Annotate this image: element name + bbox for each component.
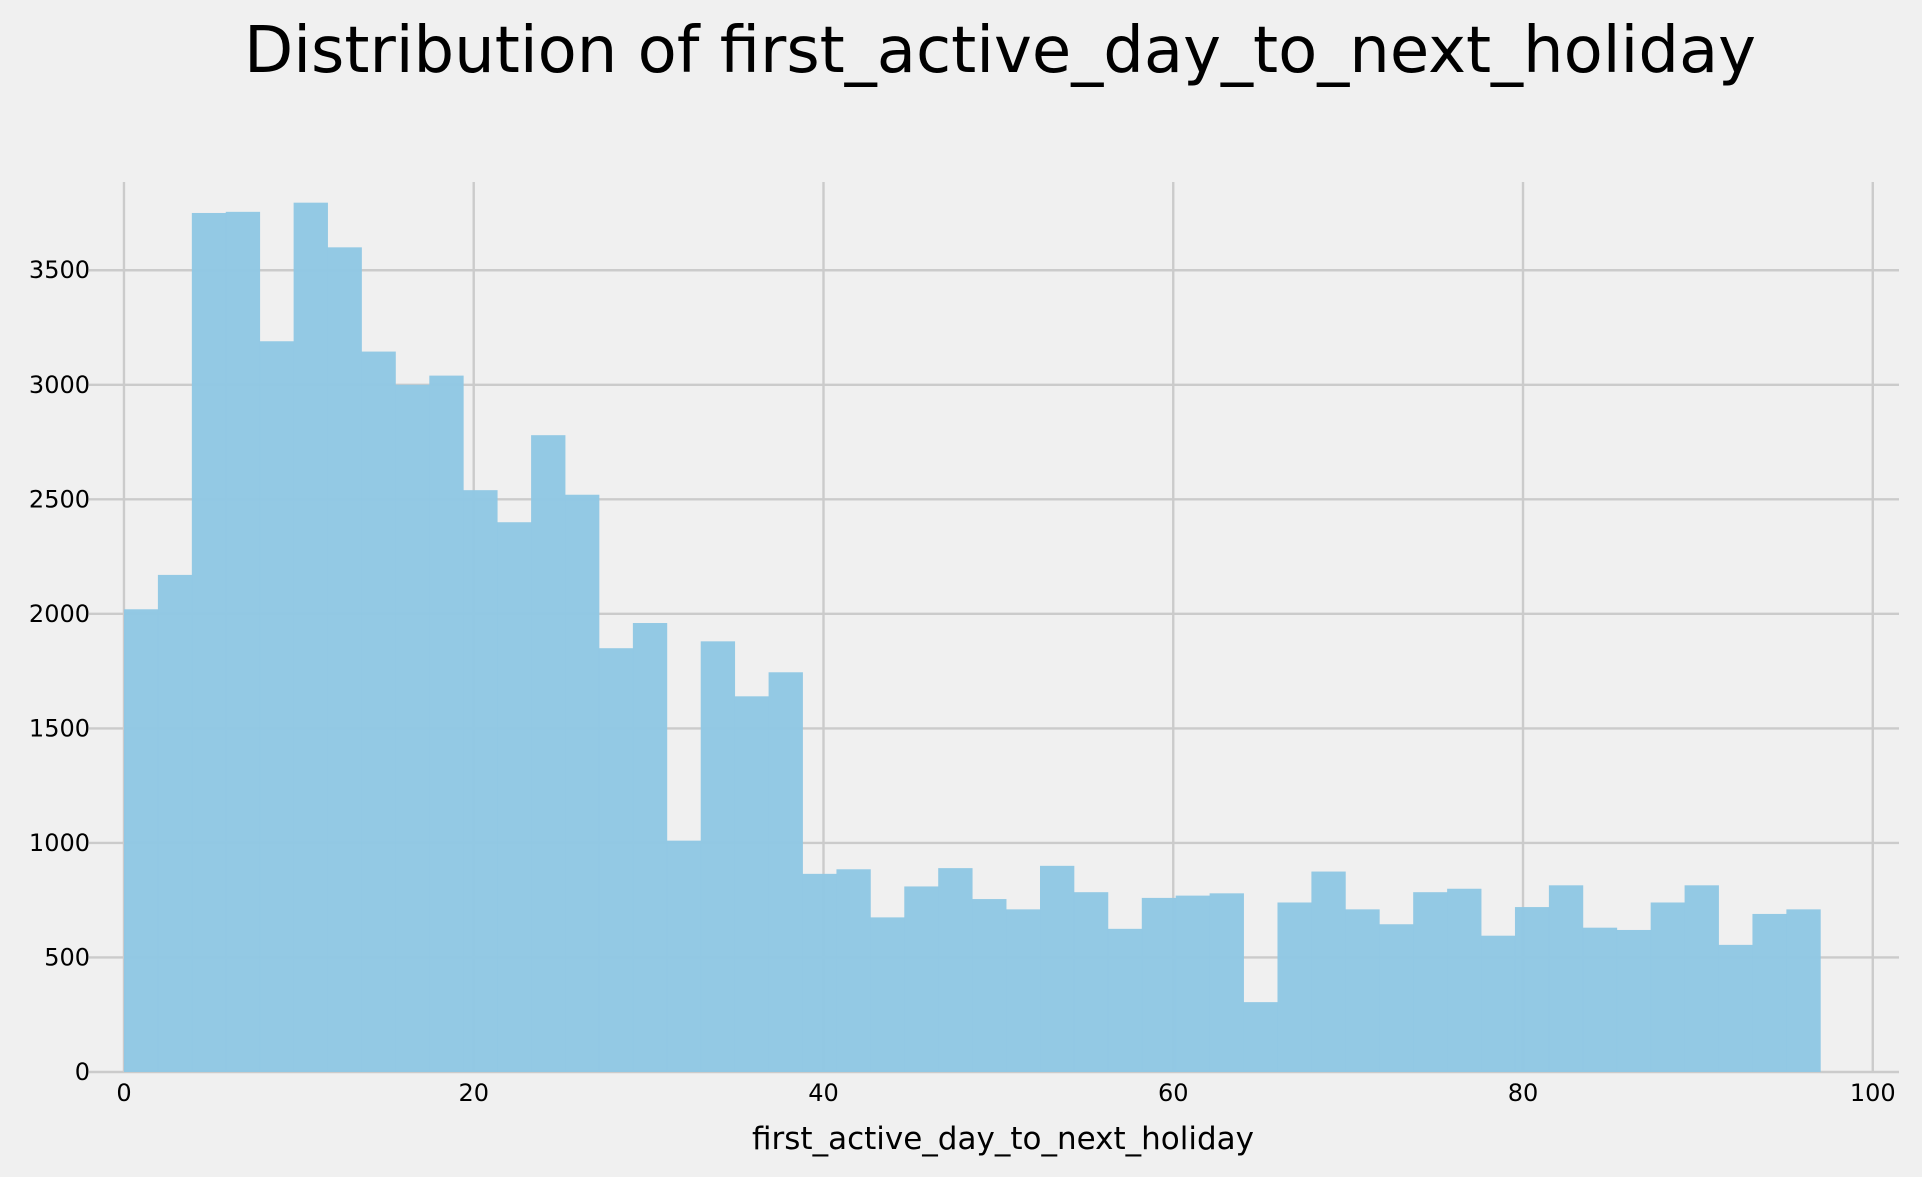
x-tick-label: 60 <box>1158 1079 1189 1107</box>
histogram-bar <box>1616 929 1652 1072</box>
histogram-bar <box>734 696 769 1072</box>
histogram-bar <box>1039 865 1075 1072</box>
histogram-bar <box>1718 944 1753 1072</box>
y-tick-label: 1000 <box>29 829 90 857</box>
chart-title: Distribution of first_active_day_to_next… <box>244 14 1756 88</box>
histogram-bar <box>904 886 939 1072</box>
histogram-bar <box>1481 935 1516 1072</box>
y-tick-label: 0 <box>75 1058 90 1086</box>
histogram-bar <box>1684 885 1719 1072</box>
histogram-bar <box>1548 885 1584 1072</box>
histogram-bar <box>1650 902 1685 1072</box>
histogram-bar <box>1447 888 1482 1072</box>
x-tick-label: 40 <box>808 1079 839 1107</box>
histogram-bar <box>1209 893 1244 1072</box>
y-tick-label: 2000 <box>29 600 90 628</box>
histogram-bar <box>361 351 396 1072</box>
histogram-bar <box>565 494 600 1073</box>
histogram-bar <box>157 574 193 1072</box>
x-tick-label: 100 <box>1850 1079 1896 1107</box>
histogram-bar <box>225 211 261 1072</box>
x-axis-label: first_active_day_to_next_holiday <box>752 1121 1254 1157</box>
histogram-bar <box>1786 909 1821 1072</box>
histogram-bar <box>1141 897 1177 1072</box>
histogram-bar <box>700 641 736 1072</box>
y-tick-label: 3500 <box>29 256 90 284</box>
histogram-bar <box>1107 928 1143 1072</box>
histogram-bar <box>123 609 159 1072</box>
x-tick-label: 20 <box>458 1079 489 1107</box>
histogram-bar <box>1277 902 1312 1072</box>
histogram-bar <box>1311 871 1346 1072</box>
histogram-bar <box>1582 927 1618 1072</box>
histogram-bar <box>463 490 498 1072</box>
histogram-bar <box>1379 924 1414 1072</box>
histogram-bar <box>293 202 328 1072</box>
histogram-bar <box>429 375 464 1073</box>
histogram-bar <box>1413 892 1448 1072</box>
histogram-bar <box>531 435 566 1072</box>
histogram-bar <box>632 623 668 1072</box>
histogram-bar <box>1243 1002 1278 1072</box>
histogram-bar <box>666 840 702 1072</box>
histogram-bar <box>836 869 871 1072</box>
histogram-bar <box>768 672 803 1072</box>
histogram-bar <box>1006 909 1041 1072</box>
histogram-bar <box>259 341 295 1072</box>
histogram-bar <box>497 522 532 1072</box>
histogram-bar <box>598 648 634 1072</box>
x-tick-label: 80 <box>1508 1079 1539 1107</box>
histogram-bar <box>1752 913 1787 1072</box>
histogram-bar <box>395 384 430 1072</box>
y-tick-label: 500 <box>44 943 90 971</box>
histogram-bar <box>327 247 362 1072</box>
histogram-bar <box>938 868 973 1072</box>
y-tick-label: 3000 <box>29 371 90 399</box>
y-tick-labels: 0 500 1000 1500 2000 2500 3000 3500 <box>29 256 90 1086</box>
x-tick-label: 0 <box>116 1079 131 1107</box>
histogram-bar <box>1073 892 1109 1072</box>
histogram-bar <box>1514 907 1550 1072</box>
histogram-bar <box>191 212 227 1073</box>
histogram-bar <box>870 917 905 1072</box>
histogram-bar <box>802 873 837 1072</box>
x-tick-labels: 0 20 40 60 80 100 <box>116 1079 1895 1107</box>
histogram-bar <box>1345 909 1380 1072</box>
histogram-bar <box>972 899 1007 1072</box>
histogram-bars <box>123 202 1821 1073</box>
histogram-bar <box>1175 895 1211 1072</box>
y-tick-label: 2500 <box>29 485 90 513</box>
y-tick-label: 1500 <box>29 714 90 742</box>
